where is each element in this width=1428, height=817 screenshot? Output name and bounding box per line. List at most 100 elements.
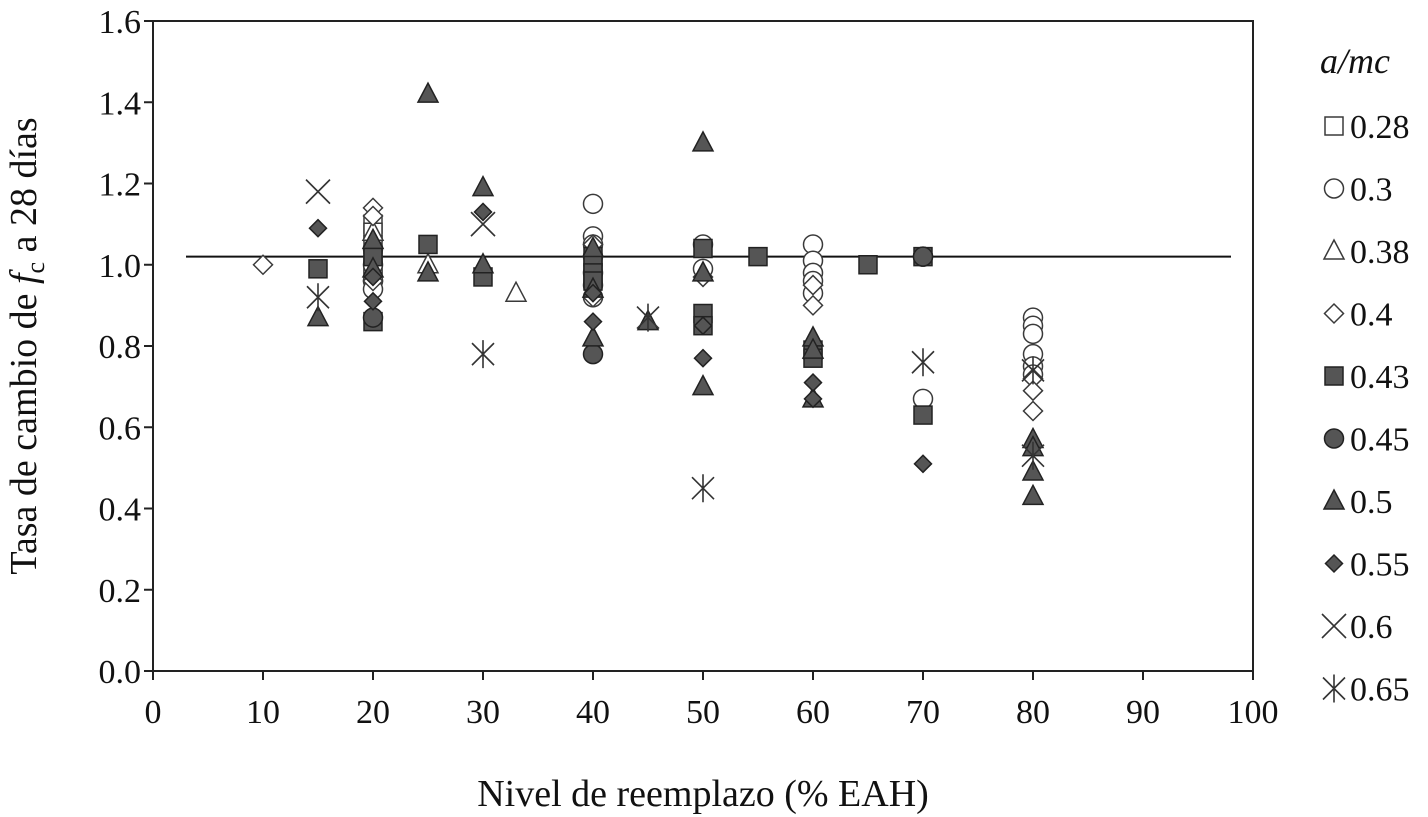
data-point xyxy=(693,238,713,259)
data-point xyxy=(418,234,438,255)
legend-marker xyxy=(1322,674,1346,703)
y-axis: 0.0 0.2 0.4 0.6 0.8 1.0 1.2 1.4 1.6 xyxy=(99,4,153,691)
x-axis: 0 10 20 30 40 50 60 70 80 90 100 xyxy=(145,671,1279,731)
legend-item: 0.43 xyxy=(1324,359,1410,396)
x-tick-label: 0 xyxy=(145,694,162,731)
legend-marker xyxy=(1323,428,1345,449)
y-tick-label: 1.6 xyxy=(99,4,142,41)
data-point xyxy=(1021,356,1045,385)
legend: 0.28 0.3 0.38 0.4 0.43 0.45 0.5 0.55 0.6 0.65 xyxy=(1321,109,1410,709)
legend-item: 0.4 xyxy=(1323,297,1393,334)
legend-label: 0.65 xyxy=(1350,672,1410,709)
data-point xyxy=(801,337,825,359)
data-point xyxy=(802,274,824,296)
y-tick-label: 0.4 xyxy=(99,492,142,529)
data-point xyxy=(693,316,713,336)
data-point xyxy=(913,405,933,425)
x-tick-label: 20 xyxy=(356,694,390,731)
legend-item: 0.5 xyxy=(1322,484,1393,521)
data-point xyxy=(691,130,715,152)
data-point xyxy=(802,294,824,316)
data-point xyxy=(473,202,493,222)
legend-marker xyxy=(1323,178,1345,199)
series-0.65 xyxy=(306,283,1045,503)
y-axis-title: Tasa de cambio de fc a 28 días xyxy=(3,117,50,574)
data-point xyxy=(803,389,823,409)
legend-label: 0.4 xyxy=(1350,297,1393,334)
x-tick-label: 90 xyxy=(1126,694,1160,731)
data-point xyxy=(691,260,715,282)
data-point xyxy=(636,303,660,332)
data-point xyxy=(470,211,496,237)
data-point xyxy=(362,307,384,328)
data-point xyxy=(361,227,385,250)
data-point xyxy=(308,218,328,238)
legend-item: 0.55 xyxy=(1324,547,1410,584)
x-tick-label: 10 xyxy=(246,694,280,731)
x-tick-label: 100 xyxy=(1228,694,1279,731)
legend-marker xyxy=(1321,613,1347,639)
x-tick-label: 30 xyxy=(466,694,500,731)
series-0.45 xyxy=(362,246,934,365)
data-point xyxy=(471,174,495,197)
data-point xyxy=(252,254,274,276)
data-points xyxy=(252,81,1045,506)
data-point xyxy=(1021,441,1045,470)
legend-label: 0.43 xyxy=(1350,359,1410,396)
plot-area xyxy=(152,20,1254,672)
y-tick-label: 1.0 xyxy=(99,248,142,285)
series-0.55 xyxy=(308,202,933,474)
data-point xyxy=(582,193,604,215)
data-point xyxy=(504,280,528,302)
legend-label: 0.55 xyxy=(1350,547,1410,584)
legend-label: 0.38 xyxy=(1350,234,1410,271)
data-point xyxy=(693,348,713,368)
legend-marker xyxy=(1322,488,1346,510)
data-point xyxy=(581,325,605,347)
data-point xyxy=(583,283,603,303)
data-point xyxy=(1022,380,1044,402)
series-0.6 xyxy=(305,179,496,237)
data-point xyxy=(416,81,440,103)
data-point xyxy=(1021,483,1045,506)
x-axis-title: Nivel de reemplazo (% EAH) xyxy=(477,773,929,815)
legend-label: 0.6 xyxy=(1350,609,1393,646)
y-tick-label: 1.2 xyxy=(99,167,142,204)
legend-title: a/mc xyxy=(1320,41,1390,81)
legend-item: 0.65 xyxy=(1322,672,1410,709)
legend-item: 0.28 xyxy=(1324,109,1410,146)
y-tick-label: 0.0 xyxy=(99,654,142,691)
legend-marker xyxy=(1323,302,1345,325)
data-point xyxy=(913,454,933,474)
data-point xyxy=(416,260,440,282)
data-point xyxy=(858,255,878,275)
data-point xyxy=(1022,400,1044,422)
y-tick-label: 0.8 xyxy=(99,329,142,366)
data-point xyxy=(305,179,331,205)
x-tick-label: 70 xyxy=(906,694,940,731)
data-point xyxy=(911,348,935,377)
x-tick-label: 50 xyxy=(686,694,720,731)
legend-label: 0.45 xyxy=(1350,422,1410,459)
data-point xyxy=(1021,459,1045,481)
legend-marker xyxy=(1324,116,1344,136)
x-tick-label: 80 xyxy=(1016,694,1050,731)
data-point xyxy=(912,246,934,267)
data-point xyxy=(308,259,328,279)
x-tick-label: 40 xyxy=(576,694,610,731)
data-point xyxy=(306,283,330,312)
data-point xyxy=(582,343,604,365)
legend-item: 0.3 xyxy=(1323,172,1393,209)
y-tick-label: 0.2 xyxy=(99,573,142,610)
data-point xyxy=(363,267,383,287)
data-point xyxy=(471,252,495,274)
legend-label: 0.3 xyxy=(1350,172,1393,209)
legend-item: 0.45 xyxy=(1323,422,1410,459)
data-point xyxy=(583,312,603,332)
legend-item: 0.6 xyxy=(1321,609,1393,646)
legend-marker xyxy=(1324,553,1344,574)
y-tick-label: 1.4 xyxy=(99,85,142,122)
x-tick-label: 60 xyxy=(796,694,830,731)
legend-item: 0.38 xyxy=(1322,234,1410,271)
